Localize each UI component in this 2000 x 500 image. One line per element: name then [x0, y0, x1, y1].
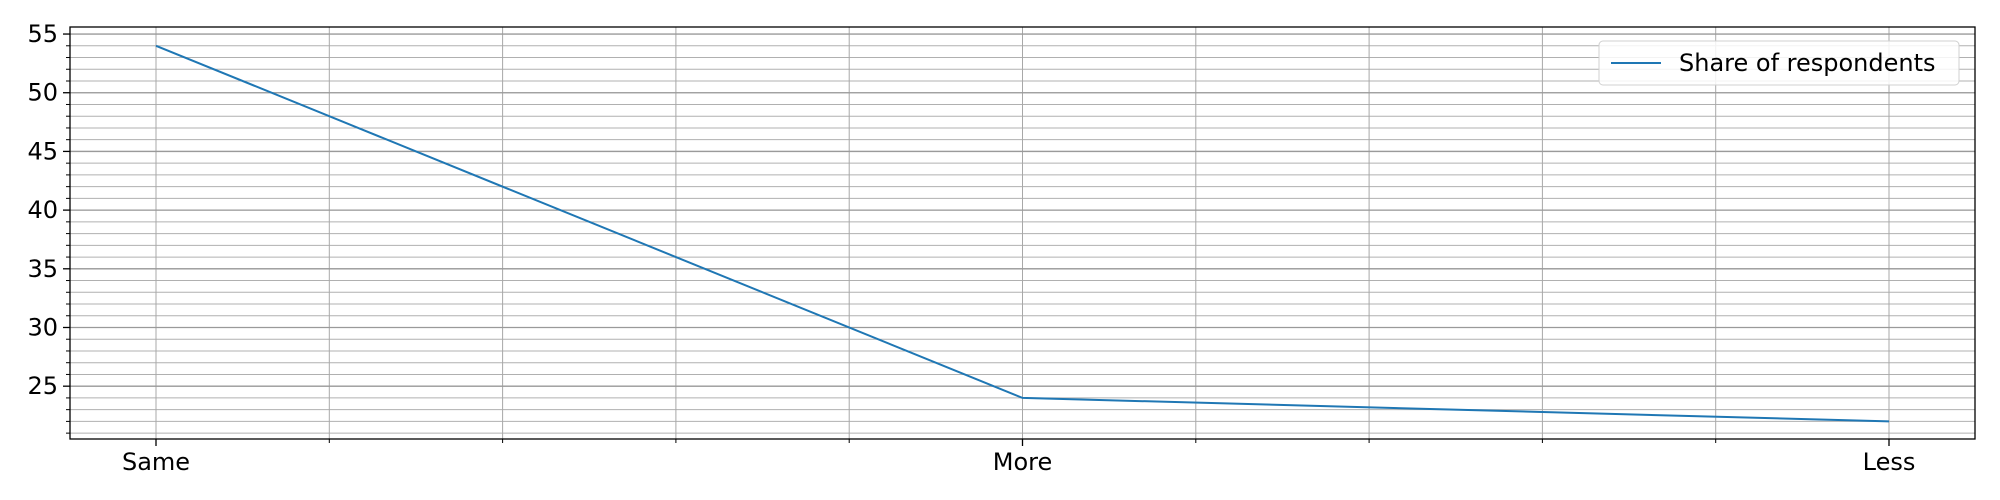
legend-box — [1598, 40, 1960, 86]
grid — [70, 27, 1975, 439]
legend-label: Share of respondents — [1679, 49, 1936, 77]
x-tick-label: Less — [1863, 448, 1916, 476]
y-tick-label: 40 — [27, 196, 58, 224]
series-layer — [155, 44, 1890, 423]
y-tick-label: 50 — [27, 79, 58, 107]
y-tick-label: 25 — [27, 372, 58, 400]
x-tick-label: More — [993, 448, 1053, 476]
y-tick-label: 35 — [27, 255, 58, 283]
series-line — [155, 44, 1890, 423]
y-tick-label: 30 — [27, 313, 58, 341]
y-tick-label: 55 — [27, 20, 58, 48]
x-tick-label: Same — [122, 448, 190, 476]
legend: Share of respondents — [1598, 40, 1960, 86]
y-tick-label: 45 — [27, 137, 58, 165]
axes: 25 30 35 40 45 50 55 Same More Less — [27, 20, 1976, 476]
